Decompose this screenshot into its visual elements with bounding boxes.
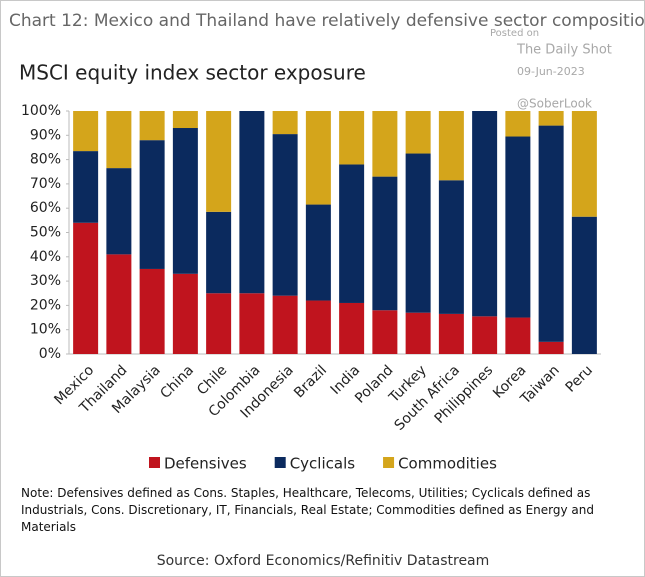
bar-segment	[305, 111, 331, 205]
bar-segment	[372, 310, 398, 354]
y-tick-label: 70%	[30, 176, 61, 192]
x-tick-label: Poland	[352, 362, 396, 406]
bar-segment	[405, 312, 431, 354]
bar-segment	[571, 216, 597, 354]
bar-segment	[139, 140, 165, 269]
x-tick-label: Peru	[563, 362, 596, 395]
legend-label: Cyclicals	[290, 455, 356, 473]
bar-segment	[73, 111, 99, 152]
watermark-handle: @SoberLook	[517, 97, 592, 111]
bar-segment	[172, 111, 198, 129]
y-tick-label: 10%	[30, 322, 61, 338]
bar-segment	[73, 151, 99, 223]
bar-segment	[139, 268, 165, 354]
bar-segment	[172, 128, 198, 274]
watermark-date: 09-Jun-2023	[517, 65, 585, 78]
bar-segment	[505, 136, 531, 318]
bar-segment	[538, 111, 564, 126]
bar-segment	[239, 111, 265, 294]
bar-segment	[571, 111, 597, 217]
bar-segment	[505, 111, 531, 137]
source: Source: Oxford Economics/Refinitiv Datas…	[157, 553, 490, 569]
bar-segment	[106, 254, 132, 354]
bar-segment	[438, 111, 464, 181]
y-tick-label: 0%	[39, 346, 61, 362]
y-tick-label: 50%	[30, 225, 61, 241]
bar-segment	[438, 180, 464, 314]
bar-segment	[538, 125, 564, 342]
bar-segment	[305, 204, 331, 301]
bar-segment	[438, 313, 464, 354]
bar-segment	[106, 168, 132, 255]
bar-segment	[505, 317, 531, 354]
bar-segment	[372, 176, 398, 311]
bar-segment	[272, 134, 298, 296]
bar-segment	[73, 222, 99, 354]
bar-segment	[239, 293, 265, 354]
x-tick-label: Brazil	[291, 362, 330, 401]
y-tick-label: 90%	[30, 127, 61, 143]
watermark-posted: Posted on	[490, 28, 539, 39]
legend-label: Commodities	[398, 455, 497, 473]
bar-segment	[106, 111, 132, 169]
bar-segment	[272, 295, 298, 354]
bar-segment	[339, 302, 365, 354]
bar-segment	[405, 153, 431, 313]
bar-segment	[305, 300, 331, 354]
y-tick-label: 40%	[30, 249, 61, 265]
bar-segment	[538, 341, 564, 354]
bar-segment	[472, 316, 498, 354]
bar-segment	[372, 111, 398, 177]
bar-segment	[272, 111, 298, 135]
y-tick-label: 80%	[30, 152, 61, 168]
bar-segment	[405, 111, 431, 154]
legend-label: Defensives	[164, 455, 247, 473]
y-tick-label: 60%	[30, 200, 61, 216]
bar-segment	[472, 111, 498, 317]
watermark-site: The Daily Shot	[516, 43, 612, 58]
bar-segment	[206, 211, 232, 294]
bar-segment	[139, 111, 165, 141]
legend-swatch	[149, 457, 160, 468]
legend-swatch	[274, 457, 286, 468]
y-tick-label: 30%	[30, 273, 61, 289]
bar-segment	[206, 293, 232, 354]
bar-segment	[339, 111, 365, 165]
y-tick-label: 100%	[21, 103, 61, 119]
chart-title: MSCI equity index sector exposure	[19, 61, 366, 85]
bar-segment	[339, 164, 365, 303]
legend-swatch	[383, 457, 395, 468]
header: Chart 12: Mexico and Thailand have relat…	[9, 11, 644, 31]
bar-segment	[172, 273, 198, 354]
bar-segment	[206, 111, 232, 212]
note: Note: Defensives defined as Cons. Staple…	[21, 486, 594, 534]
x-tick-label: China	[157, 362, 197, 402]
y-tick-label: 20%	[30, 297, 61, 313]
